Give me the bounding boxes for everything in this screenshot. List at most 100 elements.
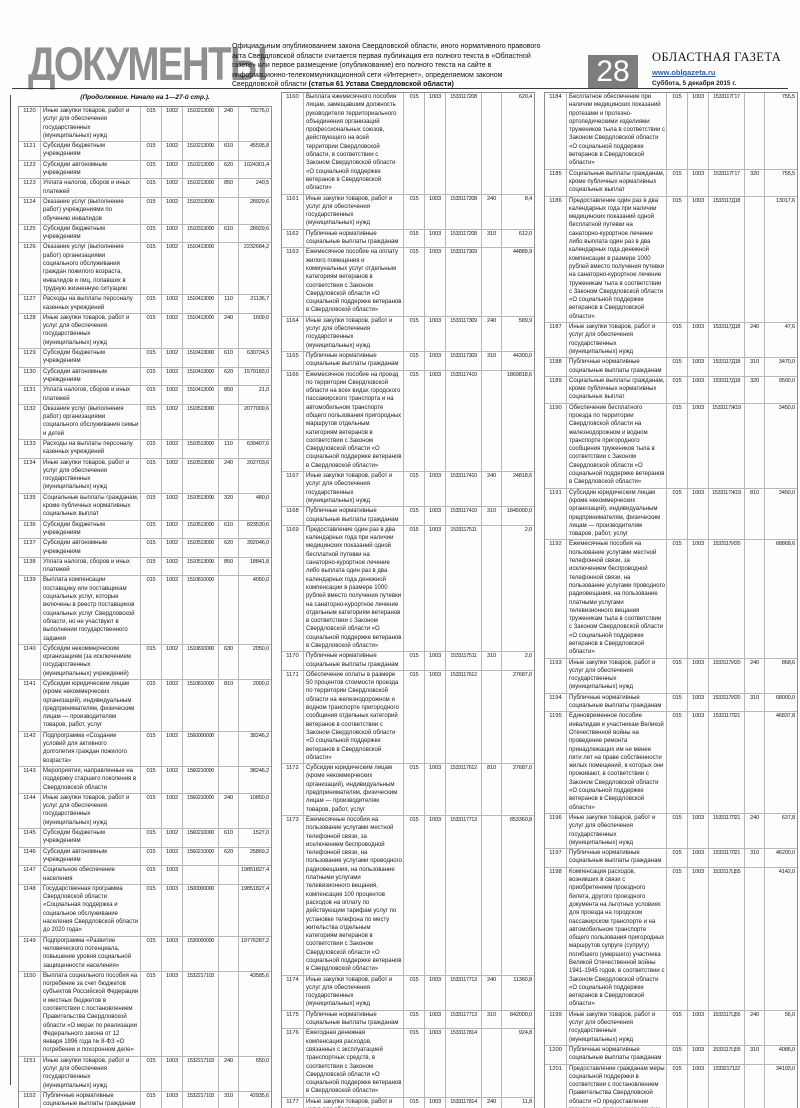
row-code-vedomstvo: 015 (404, 764, 425, 815)
row-amount: 19776287,2 (240, 937, 269, 944)
row-description: Обеспечение бесплатного проезда по терри… (567, 403, 667, 488)
row-description: Ежемесячное пособие на проезд по террито… (304, 370, 404, 472)
row-code-razdel: 1002 (162, 243, 183, 295)
row-description: Выплата ежемесячного пособия лицам, заме… (304, 93, 404, 194)
row-number: 1199 (545, 1010, 567, 1045)
row-code-vedomstvo: 015 (404, 652, 425, 670)
budget-table-col3: 1184 Бесплатное обеспечение при наличии м… (544, 92, 798, 1108)
row-code-razdel: 1002 (162, 224, 183, 243)
row-code-vedomstvo: 015 (404, 507, 425, 525)
row-code-vedomstvo: 015 (141, 295, 162, 313)
row-number: 1140 (19, 644, 41, 679)
row-code-vedomstvo: 015 (141, 680, 162, 731)
row-code-vedomstvo: 015 (404, 351, 425, 370)
row-description: Иные закупки товаров, работ и услуг для … (41, 313, 141, 349)
row-amount: 2077009,6 (243, 405, 269, 412)
row-code-razdel: 1003 (425, 370, 446, 472)
row-description: Мероприятия, направленные на поддержку с… (41, 766, 141, 793)
row-number: 1122 (19, 160, 41, 179)
row-code-razdel: 1002 (162, 160, 183, 179)
row-code-razdel: 1003 (688, 358, 709, 376)
row-number: 1124 (19, 197, 41, 224)
row-code-target-article: 1533117814 (446, 1029, 482, 1097)
row-description: Оказание услуг (выполнение работ) органи… (41, 404, 141, 439)
table-row: 1201 Предоставление гражданам меры социал… (545, 1064, 797, 1108)
row-amount: 650,0 (255, 1057, 269, 1064)
row-description: Субсидии некоммерческим организациям (за… (41, 644, 141, 679)
row-code-razdel: 1003 (688, 867, 709, 1010)
row-code-razdel: 1002 (162, 197, 183, 224)
row-amount: 3450,0 (778, 404, 795, 411)
row-code-vid-rashodov: 320 (745, 376, 765, 403)
row-code-target-article: 1533117Ц55 (709, 1010, 745, 1045)
table-row: 1187 Иные закупки товаров, работ и услуг … (545, 323, 797, 359)
row-amount: 46837,8 (775, 713, 795, 720)
row-code-vid-rashodov (745, 93, 765, 169)
row-amount: 392046,0 (246, 540, 269, 547)
row-amount: 1609,0 (252, 314, 269, 321)
row-code-vid-rashodov (745, 196, 765, 323)
row-code-vid-rashodov: 850 (219, 179, 239, 197)
row-code-target-article: 1510513000 (183, 520, 219, 539)
row-code-target-article: 1560210000 (183, 766, 219, 793)
row-code-vedomstvo: 015 (141, 404, 162, 439)
table-row: 1120 Иные закупки товаров, работ и услуг … (19, 107, 271, 143)
row-description: Субсидии бюджетным учреждениям (41, 349, 141, 367)
row-code-razdel: 1003 (688, 196, 709, 323)
row-code-razdel: 1003 (688, 1010, 709, 1045)
row-amount: 4142,0 (778, 868, 795, 875)
table-row: 1146 Субсидии автономным учреждениям 015 10… (19, 847, 271, 867)
row-amount: 637,8 (781, 814, 795, 821)
row-code-target-article: 1510313000 (183, 197, 219, 224)
row-code-vedomstvo: 015 (141, 107, 162, 142)
masthead-date: Суббота, 5 декабря 2015 г. (652, 80, 737, 87)
page-number-box: 28 (588, 55, 638, 88)
table-row: 1191 Субсидии юридическим лицам (кроме не… (545, 488, 797, 541)
row-code-vid-rashodov: 310 (745, 1045, 765, 1064)
row-code-vid-rashodov: 310 (482, 229, 502, 248)
row-number: 1141 (19, 680, 41, 731)
row-code-target-article: 1533117Л21 (709, 813, 745, 849)
row-number: 1128 (19, 313, 41, 349)
row-description: Иные закупки товаров, работ и услуг для … (41, 793, 141, 829)
row-amount: 21,0 (258, 387, 269, 394)
row-code-vid-rashodov (745, 1064, 765, 1108)
row-code-razdel: 1002 (162, 295, 183, 313)
row-description: Выплата социального пособия на погребени… (41, 971, 141, 1056)
row-code-vedomstvo: 015 (667, 712, 688, 813)
row-code-vid-rashodov: 610 (219, 224, 239, 243)
table-row: 1195 Единовременное пособие инвалидам и у… (545, 712, 797, 814)
row-code-target-article: 1510513000 (183, 539, 219, 557)
row-code-razdel: 1002 (162, 680, 183, 731)
row-number: 1152 (19, 1091, 41, 1108)
row-amount: 2000,0 (252, 681, 269, 687)
row-code-vedomstvo: 015 (667, 867, 688, 1010)
row-number: 1135 (19, 493, 41, 520)
row-number: 1177 (282, 1097, 304, 1108)
row-code-razdel: 1003 (425, 194, 446, 229)
row-description: Предоставление один раз в два календарны… (567, 196, 667, 323)
row-code-vedomstvo: 015 (141, 936, 162, 971)
row-code-razdel: 1003 (162, 936, 183, 971)
row-amount: 44889,9 (512, 249, 532, 256)
row-code-vedomstvo: 015 (141, 197, 162, 224)
row-code-target-article: 1533117Д18 (709, 376, 745, 403)
row-description: Субсидии бюджетным учреждениям (41, 829, 141, 847)
row-code-vedomstvo: 015 (141, 142, 162, 160)
row-code-vid-rashodov (219, 866, 239, 884)
row-code-target-article: 1533117410 (446, 370, 482, 472)
row-description: Иные закупки товаров, работ и услуг для … (304, 194, 404, 229)
row-code-vedomstvo: 015 (404, 93, 425, 194)
row-code-razdel: 1002 (162, 386, 183, 404)
row-number: 1194 (545, 693, 567, 712)
row-description: Расходы на выплаты персоналу казенных уч… (41, 295, 141, 313)
row-amount: 2050,0 (252, 645, 269, 652)
row-code-vedomstvo: 015 (667, 693, 688, 712)
table-row: 1196 Иные закупки товаров, работ и услуг … (545, 813, 797, 850)
row-code-target-article: 1533117208 (446, 229, 482, 248)
row-number: 1170 (282, 652, 304, 670)
row-code-vid-rashodov: 240 (745, 323, 765, 358)
row-code-target-article: 1533117410 (446, 507, 482, 525)
row-description: Публичные нормативные социальные выплаты… (567, 358, 667, 376)
row-code-target-article: 1533117И20 (709, 693, 745, 712)
